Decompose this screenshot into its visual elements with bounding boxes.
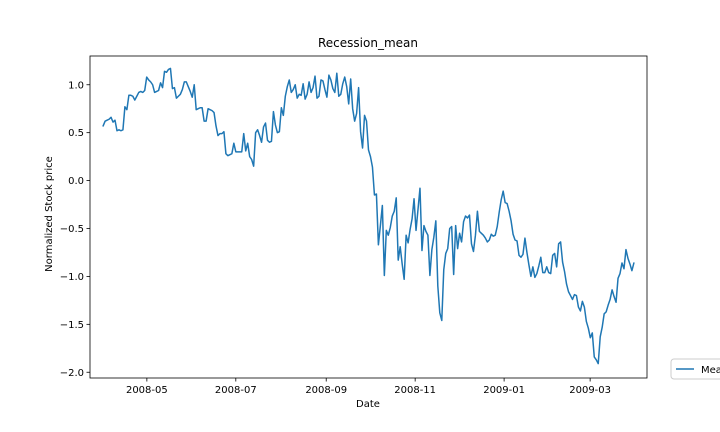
series-line-mean — [102, 67, 635, 365]
x-axis-title: Date — [356, 399, 380, 410]
y-tick-label: −2.0 — [60, 368, 84, 379]
x-tick-label: 2009-01 — [483, 385, 525, 396]
x-tick-label: 2008-05 — [126, 385, 168, 396]
y-tick-label: −1.5 — [60, 320, 84, 331]
y-tick-label: 0.5 — [68, 128, 84, 139]
plot-area — [89, 55, 648, 379]
x-tick-label: 2008-07 — [215, 385, 257, 396]
tick-layer: 2008-05 2008-07 2008-09 2008-11 2009-01 2009-… — [60, 80, 611, 396]
y-tick-label: 1.0 — [68, 80, 84, 91]
legend: Mean — [670, 358, 720, 380]
legend-label: Mean — [701, 365, 720, 376]
x-tick-label: 2008-11 — [394, 385, 436, 396]
x-tick-label: 2009-03 — [569, 385, 611, 396]
y-tick-label: 0.0 — [68, 176, 84, 187]
plot-frame — [89, 55, 648, 379]
y-tick-label: −0.5 — [60, 224, 84, 235]
legend-box — [670, 358, 720, 380]
y-axis-title: Normalized Stock price — [44, 156, 55, 272]
y-tick-label: −1.0 — [60, 272, 84, 283]
chart-title: Recession_mean — [318, 36, 418, 50]
x-tick-label: 2008-09 — [305, 385, 347, 396]
